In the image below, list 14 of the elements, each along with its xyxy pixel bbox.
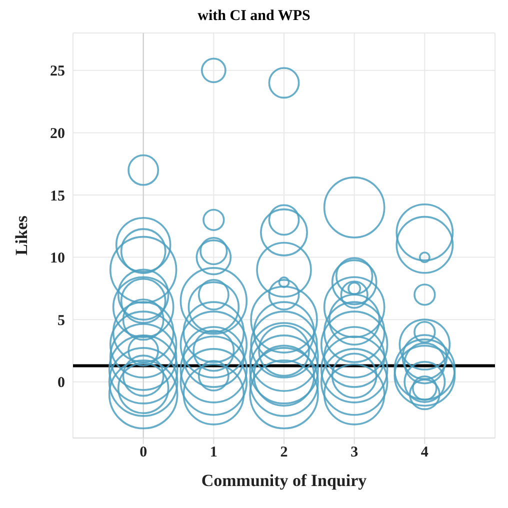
y-tick-label: 5 <box>58 312 65 329</box>
x-tick-label: 2 <box>280 444 288 461</box>
x-tick-label: 0 <box>140 444 148 461</box>
chart-title: with CI and WPS <box>196 8 312 26</box>
y-axis-title: Likes <box>12 215 32 256</box>
x-tick-label: 4 <box>420 444 429 461</box>
x-tick-label: 1 <box>210 444 218 461</box>
y-tick-label: 25 <box>50 64 65 80</box>
y-tick-label: 10 <box>50 250 65 267</box>
x-axis-title: Community of Inquiry <box>201 471 368 490</box>
y-tick-label: 0 <box>58 375 65 392</box>
x-tick-label: 3 <box>350 444 358 461</box>
y-tick-label: 15 <box>50 188 65 204</box>
y-tick-label: 20 <box>50 126 65 142</box>
